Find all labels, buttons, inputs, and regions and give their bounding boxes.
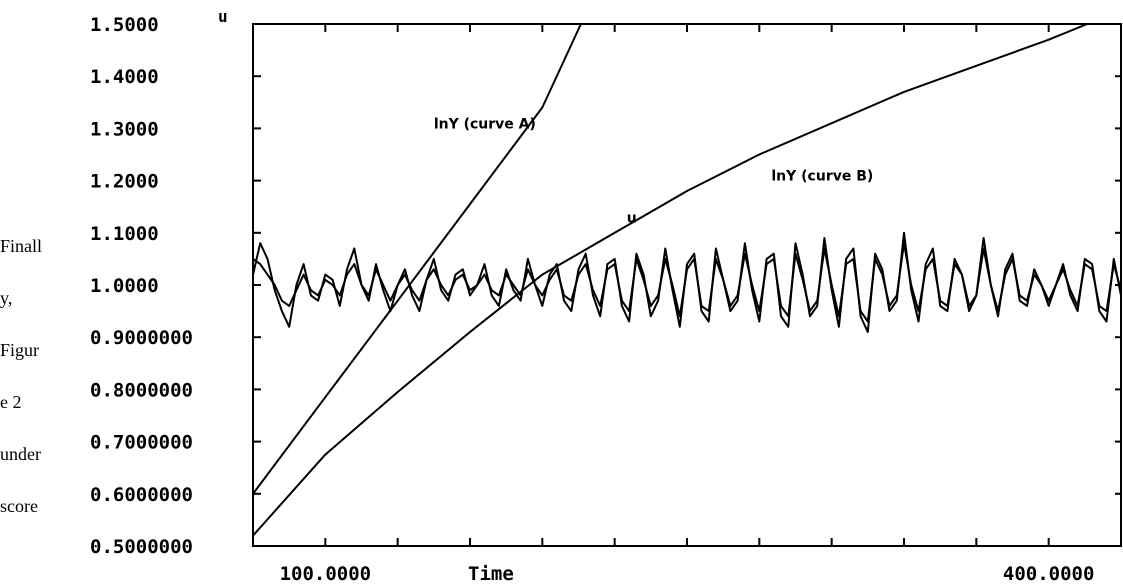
x-tick-label: 100.0000 [280,563,372,585]
series-line [252,23,582,495]
y-tick-label: 1.1000 [90,223,159,245]
y-tick-label: 0.8000000 [90,379,193,401]
y-tick-label: 1.2000 [90,171,159,193]
side-text-line: score [0,496,38,516]
side-text-line: under [0,444,41,464]
side-text-line: e 2 [0,392,22,412]
y-tick-label: 1.4000 [90,66,159,88]
series-group [252,23,1122,537]
y-tick-label: 0.7000000 [90,432,193,454]
side-text-line: y, [0,288,13,308]
y-axis: 1.5000 1.4000 1.3000 1.2000 1.1000 1.0000 0.90… [90,14,1121,558]
side-text-line: Finall [0,236,43,256]
x-tick-label: 400.0000 [1003,563,1095,585]
y-tick-label: 1.5000 [90,14,159,36]
y-tick-label: 1.3000 [90,118,159,140]
x-axis: 100.0000 400.0000 [280,24,1095,585]
y-tick-label: 0.5000000 [90,536,193,558]
y-tick-label: 1.0000 [90,275,159,297]
y-axis-label: u [218,7,228,26]
chart-annotation: u [627,210,637,226]
x-axis-label: Time [468,563,514,585]
y-tick-label: 0.9000000 [90,327,193,349]
chart-annotation: lnY (curve A) [434,116,536,132]
chart-annotation: lnY (curve B) [771,169,873,185]
y-tick-label: 0.6000000 [90,484,193,506]
series-line [252,23,1088,537]
side-text-line: Figur [0,340,40,360]
series-line [252,242,1122,323]
annotations: lnY (curve A) lnY (curve B) u [434,116,873,226]
